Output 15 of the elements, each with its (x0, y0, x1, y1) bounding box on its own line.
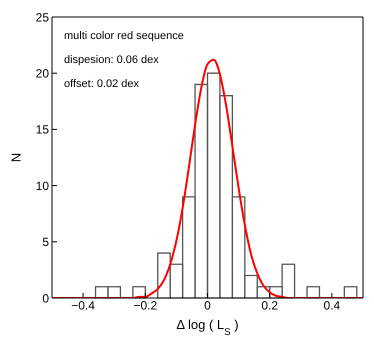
annotation: dispesion: 0.06 dex (64, 54, 159, 66)
y-tick-label: 15 (36, 122, 50, 137)
x-axis-title: Δ log ( L$_{S}$ ) (176, 317, 239, 338)
y-tick-label: 20 (36, 66, 50, 80)
y-tick-label: 5 (42, 235, 50, 250)
y-tick-label: 25 (36, 10, 50, 24)
x-tick-label: 0 (204, 298, 212, 313)
x-tick-label: 0.2 (261, 298, 278, 313)
annotation: multi color red sequence (64, 30, 184, 42)
y-tick-label: 10 (36, 178, 50, 193)
x-tick-label: −0.2 (133, 298, 158, 313)
y-axis-title: N (8, 152, 24, 162)
x-tick-label: 0.4 (324, 298, 341, 313)
x-tick-label: −0.4 (71, 298, 96, 313)
annotation: offset: 0.02 dex (64, 78, 140, 90)
